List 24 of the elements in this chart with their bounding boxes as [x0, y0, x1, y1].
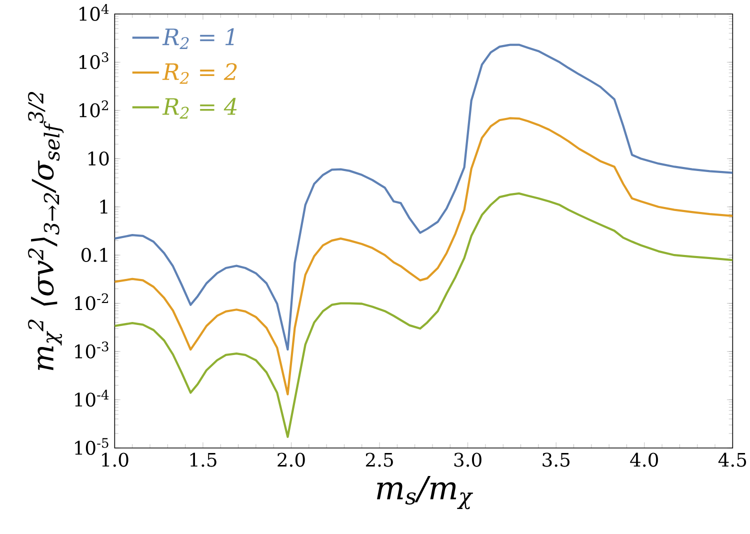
y-tick-label: 10$^{-4}$: [75, 390, 109, 407]
x-axis-title: m$_{s}$/m$_{χ}$: [376, 476, 474, 510]
legend-label: R$_{2}$ = 1: [162, 28, 234, 49]
line-series: [114, 117, 733, 396]
legend-label: R$_{2}$ = 4: [162, 98, 237, 119]
y-tick-label: 10$^{4}$: [80, 4, 109, 21]
x-tick-label: 4.5: [718, 452, 746, 467]
legend-label: R$_{2}$ = 2: [162, 63, 237, 84]
x-tick-label: 1.0: [102, 452, 128, 467]
y-tick-label: 1: [100, 200, 108, 214]
x-tick-label: 3.0: [454, 452, 482, 467]
y-tick-label: 10$^{3}$: [80, 52, 108, 70]
y-tick-label: 0.1: [82, 248, 108, 262]
text: m$_{χ}$$^{2}$ ⟨σv$^{2}$⟩$_{3→2}$/σ$_{self}$3/2: [28, 92, 64, 370]
x-tick-label: 2.5: [366, 452, 393, 467]
y-tick-label: 10: [88, 151, 109, 166]
x-tick-label: 1.5: [190, 452, 216, 467]
x-tick-label: 2.0: [278, 452, 305, 467]
y-tick-label: 10$^{-3}$: [75, 342, 108, 358]
y-tick-label: 10$^{-2}$: [75, 293, 108, 310]
y-tick-label: 10$^{2}$: [80, 100, 108, 118]
line-series: [114, 192, 733, 438]
x-tick-label: 4.0: [630, 452, 658, 467]
x-tick-label: 3.5: [542, 452, 570, 467]
